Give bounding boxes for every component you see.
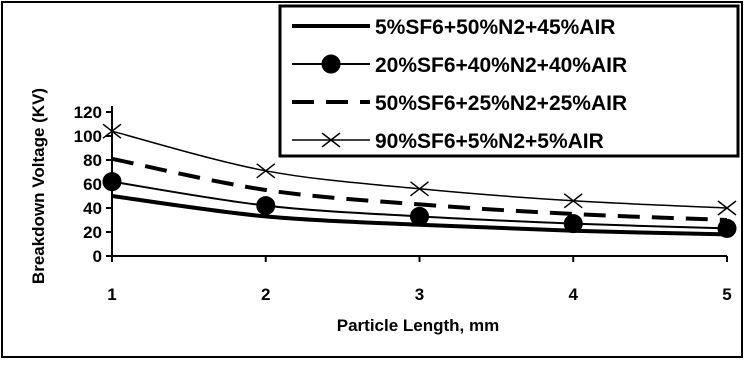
data-point-series-2-2 bbox=[256, 196, 276, 216]
legend-label: 5%SF6+50%N2+45%AIR bbox=[375, 16, 615, 39]
legend-label: 90%SF6+5%N2+5%AIR bbox=[375, 130, 604, 153]
plot-area bbox=[102, 123, 737, 238]
axes: 0 20 40 60 80 100 120 1 2 3 4 5 bbox=[74, 103, 732, 304]
x-marker-stroke bbox=[563, 193, 583, 209]
data-point-series-2-5 bbox=[717, 218, 737, 238]
data-point-series-4-3 bbox=[410, 181, 429, 197]
legend-item-3: 50%SF6+25%N2+25%AIR bbox=[292, 92, 627, 115]
x-marker-stroke bbox=[717, 200, 737, 216]
x-tick-label: 5 bbox=[722, 285, 731, 304]
y-tick-label: 40 bbox=[83, 199, 102, 218]
x-axis-title: Particle Length, mm bbox=[337, 316, 499, 335]
x-tick-label: 2 bbox=[261, 285, 270, 304]
x-tick-label: 4 bbox=[569, 285, 579, 304]
x-tick-label: 1 bbox=[107, 285, 116, 304]
legend-item-2: 20%SF6+40%N2+40%AIR bbox=[292, 54, 627, 77]
legend-box bbox=[278, 4, 740, 158]
data-point-series-4-4 bbox=[563, 193, 583, 209]
legend-item-1: 5%SF6+50%N2+45%AIR bbox=[292, 16, 615, 39]
y-tick-label: 60 bbox=[83, 175, 102, 194]
y-tick-label: 100 bbox=[74, 127, 102, 146]
legend-label: 20%SF6+40%N2+40%AIR bbox=[375, 54, 627, 77]
x-tick-label: 3 bbox=[415, 285, 424, 304]
y-tick-label: 80 bbox=[83, 151, 102, 170]
legend: 5%SF6+50%N2+45%AIR 20%SF6+40%N2+40%AIR 50%… bbox=[278, 4, 740, 158]
data-point-series-2-4 bbox=[563, 214, 583, 234]
x-marker-stroke bbox=[321, 132, 341, 148]
legend-label: 50%SF6+25%N2+25%AIR bbox=[375, 92, 627, 115]
x-marker-stroke bbox=[410, 181, 429, 197]
x-marker-stroke bbox=[256, 163, 276, 179]
y-tick-label: 120 bbox=[74, 103, 102, 122]
legend-marker bbox=[321, 54, 341, 74]
data-point-series-4-5 bbox=[717, 200, 737, 216]
y-tick-label: 0 bbox=[93, 247, 102, 266]
y-axis-title: Breakdown Voltage (KV) bbox=[29, 88, 48, 284]
series-line-3 bbox=[111, 156, 728, 222]
legend-marker bbox=[321, 132, 341, 148]
y-tick-label: 20 bbox=[83, 223, 102, 242]
legend-item-4: 90%SF6+5%N2+5%AIR bbox=[292, 130, 604, 153]
data-point-series-2-3 bbox=[410, 206, 429, 226]
data-point-series-4-2 bbox=[256, 163, 276, 179]
